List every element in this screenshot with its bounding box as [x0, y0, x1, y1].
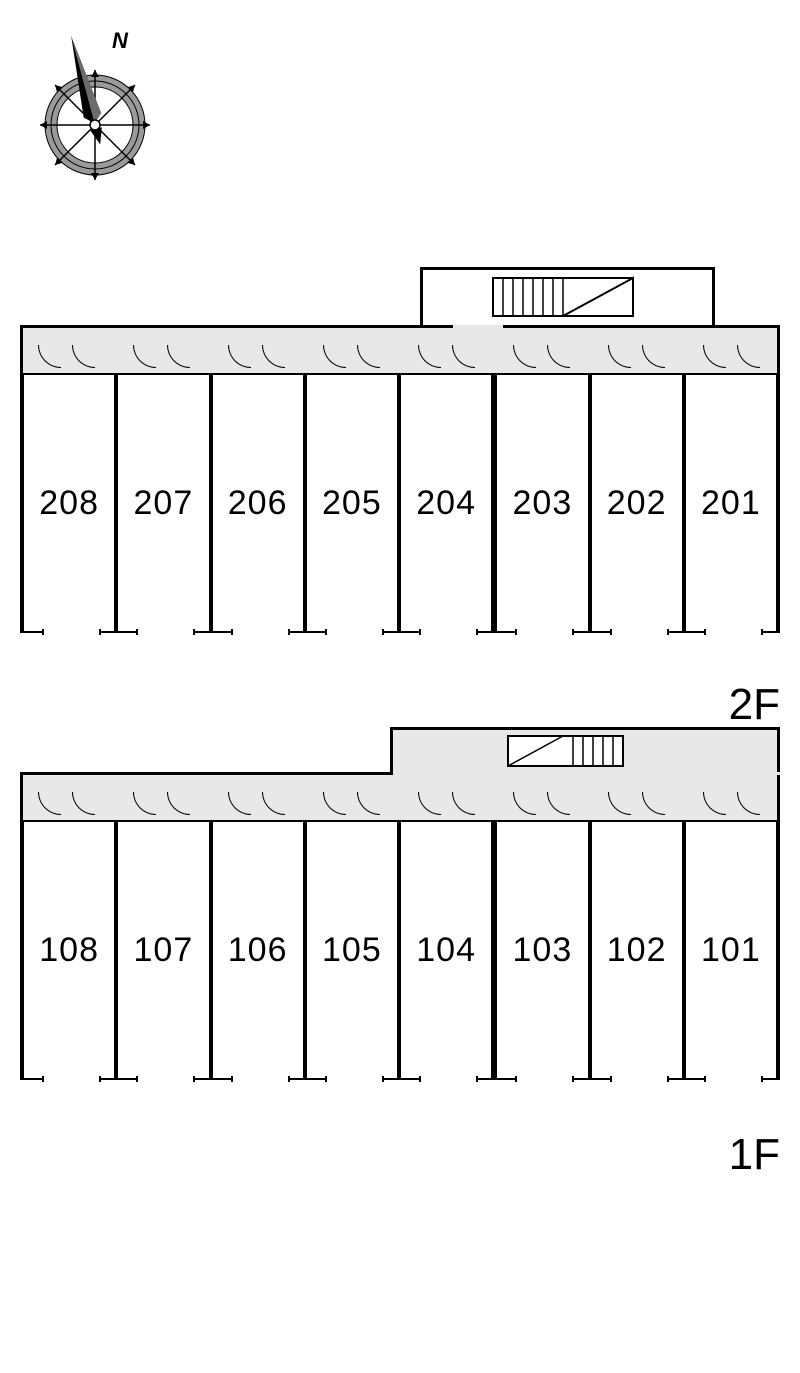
- unit-201: 201: [684, 373, 780, 633]
- unit-label: 208: [39, 484, 99, 523]
- compass-n-label: N: [112, 30, 129, 53]
- units-row-1f: 108 107 106 105 104 103 102 101: [20, 820, 780, 1080]
- unit-106: 106: [211, 820, 305, 1080]
- unit-107: 107: [116, 820, 210, 1080]
- unit-202: 202: [590, 373, 684, 633]
- unit-label: 205: [322, 484, 382, 523]
- unit-105: 105: [305, 820, 399, 1080]
- unit-208: 208: [20, 373, 116, 633]
- unit-203: 203: [493, 373, 589, 633]
- unit-207: 207: [116, 373, 210, 633]
- unit-103: 103: [493, 820, 589, 1080]
- unit-label: 203: [513, 484, 573, 523]
- unit-label: 103: [513, 931, 573, 970]
- unit-102: 102: [590, 820, 684, 1080]
- floor-label-2f: 2F: [729, 680, 780, 730]
- units-row-2f: 208 207 206 205 204 203 202 201: [20, 373, 780, 633]
- unit-label: 201: [701, 484, 761, 523]
- unit-label: 106: [228, 931, 288, 970]
- unit-label: 105: [322, 931, 382, 970]
- unit-104: 104: [399, 820, 493, 1080]
- unit-label: 202: [607, 484, 667, 523]
- unit-206: 206: [211, 373, 305, 633]
- door-arcs-1f: [20, 792, 780, 820]
- unit-label: 101: [701, 931, 761, 970]
- floor-label-1f: 1F: [729, 1130, 780, 1180]
- unit-label: 102: [607, 931, 667, 970]
- unit-101: 101: [684, 820, 780, 1080]
- unit-label: 206: [228, 484, 288, 523]
- unit-label: 204: [416, 484, 476, 523]
- unit-label: 108: [39, 931, 99, 970]
- unit-205: 205: [305, 373, 399, 633]
- compass-rose: N: [30, 30, 160, 195]
- unit-108: 108: [20, 820, 116, 1080]
- door-arcs-2f: [20, 345, 780, 373]
- stair-block-2f: [420, 267, 715, 328]
- stair-block-1f: [390, 727, 780, 775]
- unit-label: 207: [134, 484, 194, 523]
- unit-204: 204: [399, 373, 493, 633]
- unit-label: 104: [416, 931, 476, 970]
- unit-label: 107: [134, 931, 194, 970]
